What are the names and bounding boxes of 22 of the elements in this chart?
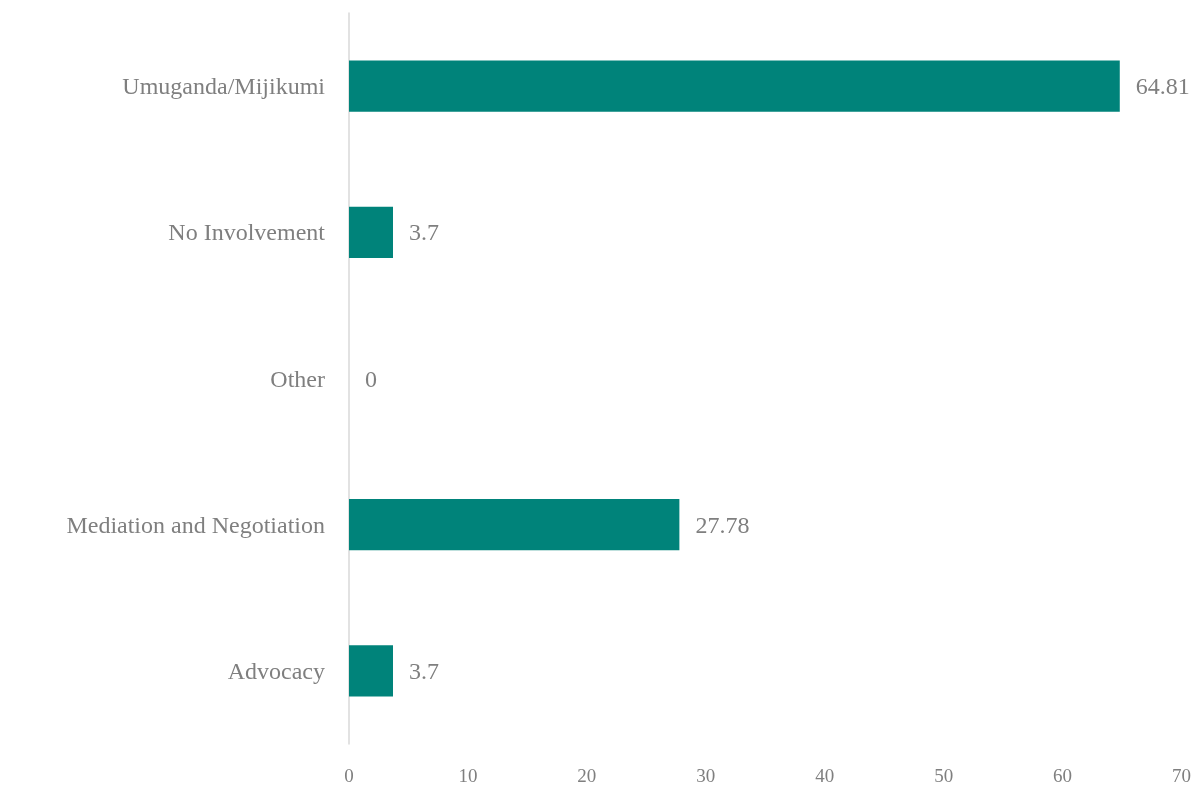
data-label: 0: [365, 365, 377, 392]
y-tick-label: Advocacy: [227, 657, 325, 684]
bar: [349, 60, 1120, 112]
x-tick-label: 0: [344, 765, 354, 786]
bar: [349, 645, 393, 697]
data-label: 3.7: [409, 219, 439, 246]
y-tick-label: No Involvement: [168, 219, 326, 246]
x-tick-label: 60: [1053, 765, 1073, 786]
x-tick-label: 70: [1172, 765, 1191, 786]
x-tick-label: 40: [815, 765, 835, 786]
x-tick-label: 30: [696, 765, 716, 786]
bar: [349, 499, 680, 551]
y-tick-label: Other: [270, 365, 325, 392]
data-label: 64.81: [1135, 73, 1190, 100]
y-tick-label: Mediation and Negotiation: [66, 511, 325, 538]
x-tick-label: 20: [577, 765, 597, 786]
x-tick-label: 50: [934, 765, 954, 786]
x-tick-label: 10: [458, 765, 478, 786]
data-label: 3.7: [409, 657, 439, 684]
bar: [349, 206, 393, 258]
data-label: 27.78: [695, 511, 750, 538]
y-tick-label: Umuganda/Mijikumi: [122, 73, 326, 100]
